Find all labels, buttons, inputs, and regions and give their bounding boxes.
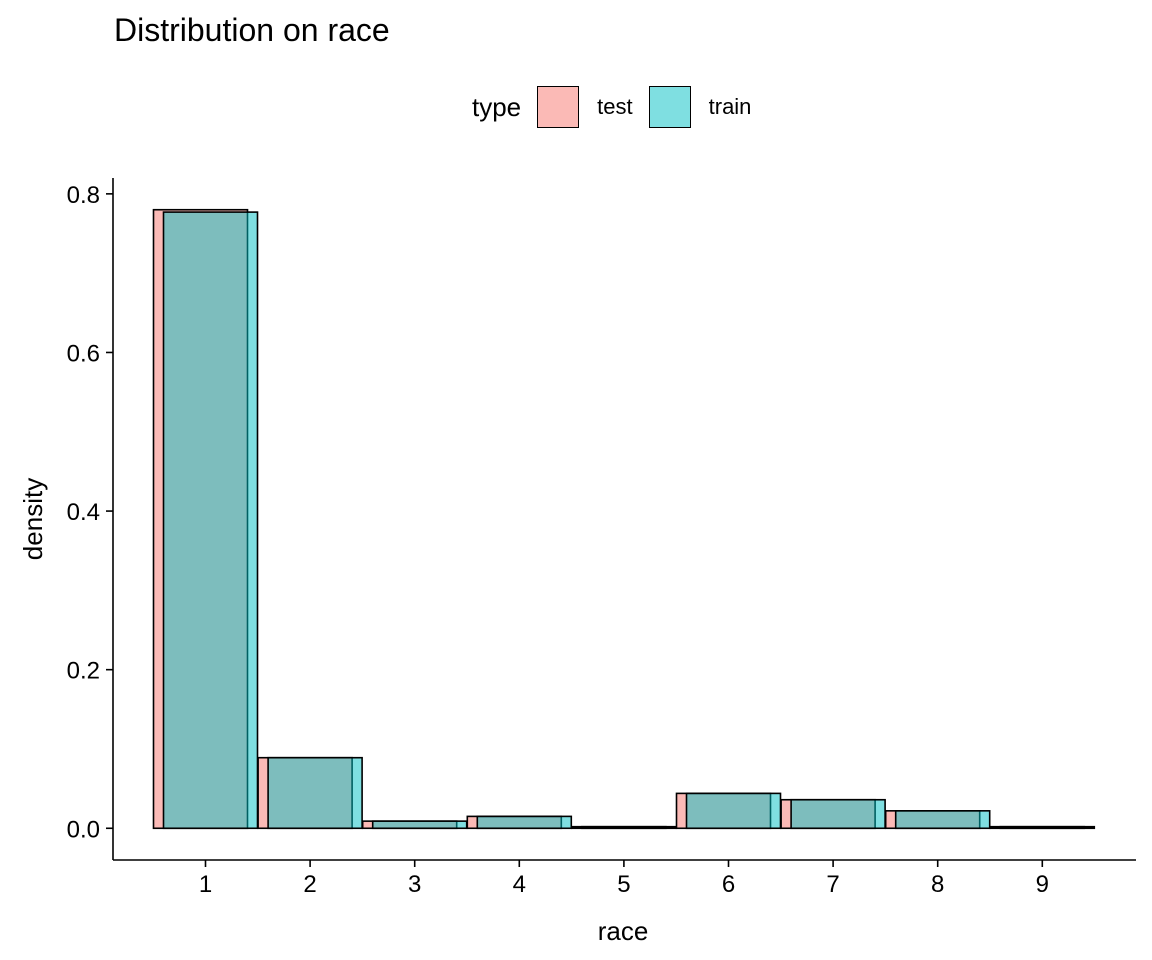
y-tick-label-0.6: 0.6 [67, 340, 100, 367]
legend-key-test [537, 86, 580, 128]
bar-train-1 [162, 211, 259, 830]
legend-key-train [648, 86, 691, 128]
axes: 0.0 0.2 0.4 0.6 0.8 1 2 3 4 5 6 7 8 9 [67, 178, 1136, 898]
bar-train-6 [685, 792, 782, 830]
bar-train-7 [790, 798, 886, 830]
x-tick-label-4: 4 [513, 871, 526, 898]
bar-train-8 [894, 810, 991, 830]
bars [152, 208, 1096, 830]
y-tick-label-0.0: 0.0 [67, 816, 100, 843]
y-tick-label-0.4: 0.4 [67, 499, 100, 526]
legend-title: type [472, 91, 522, 122]
bar-train-3 [371, 820, 468, 830]
x-tick-label-2: 2 [303, 871, 316, 898]
y-axis-title: density [18, 478, 48, 560]
bar-train-5 [581, 825, 677, 830]
x-tick-label-5: 5 [617, 871, 630, 898]
x-tick-label-6: 6 [722, 871, 735, 898]
bar-train-4 [476, 815, 573, 830]
x-tick-label-3: 3 [408, 871, 421, 898]
y-tick-label-0.8: 0.8 [67, 182, 100, 209]
bar-train-9 [999, 825, 1096, 830]
y-tick-label-0.2: 0.2 [67, 658, 100, 685]
x-axis-title: race [598, 916, 649, 946]
legend-label-train: train [708, 94, 752, 119]
legend: type test train [472, 84, 767, 130]
bar-train-2 [267, 756, 363, 830]
legend-label-test: test [597, 94, 633, 119]
x-tick-label-1: 1 [199, 871, 212, 898]
x-tick-label-9: 9 [1036, 871, 1049, 898]
chart-title: Distribution on race [114, 12, 390, 48]
x-tick-label-7: 7 [826, 871, 839, 898]
x-tick-label-8: 8 [931, 871, 944, 898]
